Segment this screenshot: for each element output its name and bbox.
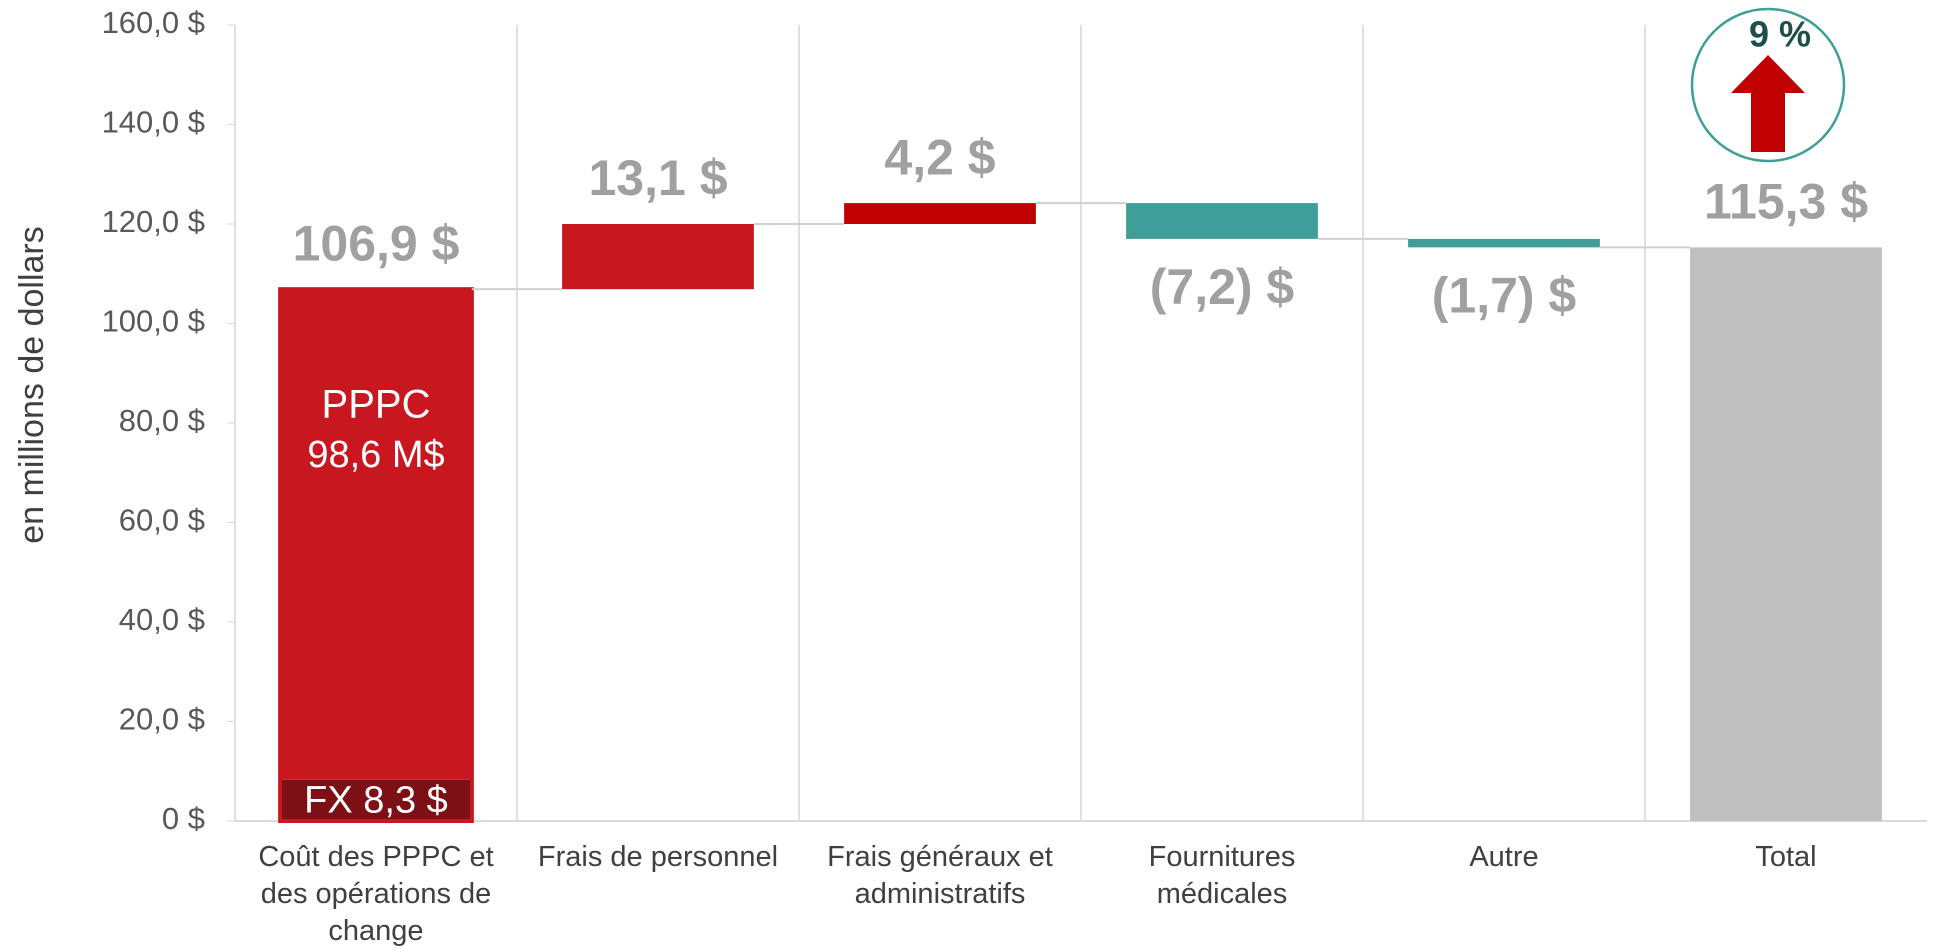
y-tick-label: 140,0 $ (102, 105, 205, 140)
y-tick-label: 160,0 $ (102, 5, 205, 40)
x-tick-label: Autre (1469, 841, 1539, 873)
annotation-circle (1690, 7, 1846, 163)
value-label: (1,7) $ (1432, 268, 1577, 324)
bar (562, 224, 754, 290)
bar-segment (280, 779, 472, 821)
x-tick-label: Coût des PPPC et des opérations de chang… (258, 841, 494, 947)
bar (1690, 247, 1882, 821)
y-tick-label: 20,0 $ (119, 702, 205, 737)
segment-label: 98,6 M$ (307, 434, 444, 476)
segment-name: PPPC (322, 383, 431, 427)
up-arrow (1731, 55, 1805, 152)
y-tick-label: 60,0 $ (119, 503, 205, 538)
bar (844, 203, 1036, 224)
y-tick-label: 0 $ (162, 801, 205, 836)
y-axis-label: en millions de dollars (13, 226, 51, 544)
y-tick-label: 40,0 $ (119, 602, 205, 637)
value-label: (7,2) $ (1150, 259, 1295, 315)
segment-label: FX 8,3 $ (304, 779, 448, 821)
x-tick-label: Fournitures médicales (1148, 841, 1296, 910)
bar (1126, 203, 1318, 239)
bar (278, 287, 474, 823)
y-tick-label: 80,0 $ (119, 403, 205, 438)
bar-segment (280, 289, 472, 780)
value-label: 115,3 $ (1704, 174, 1868, 230)
y-tick-label: 100,0 $ (102, 304, 205, 339)
value-label: 13,1 $ (588, 150, 727, 206)
value-label: 106,9 $ (293, 215, 460, 271)
bar (1408, 238, 1600, 248)
x-tick-label: Frais généraux et administratifs (827, 841, 1053, 910)
value-label: 4,2 $ (884, 129, 995, 185)
annotation: 9 % (1749, 14, 1811, 55)
x-tick-label: Total (1755, 841, 1817, 873)
x-tick-label: Frais de personnel (537, 841, 779, 873)
y-tick-label: 120,0 $ (102, 204, 205, 239)
